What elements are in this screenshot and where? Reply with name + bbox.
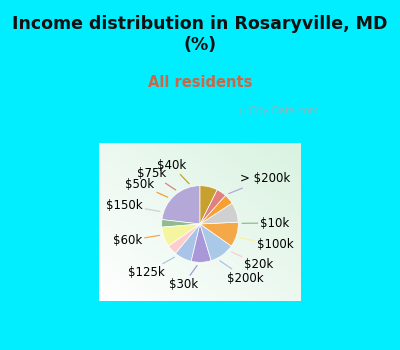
Text: $75k: $75k [137,167,176,190]
Wedge shape [200,195,232,224]
Wedge shape [162,186,200,224]
Text: $150k: $150k [106,199,160,212]
Text: $60k: $60k [113,234,160,247]
Text: All residents: All residents [148,75,252,90]
Wedge shape [200,203,238,224]
Wedge shape [169,224,200,253]
Text: ⓘ City-Data.com: ⓘ City-Data.com [240,106,318,116]
Wedge shape [200,190,226,224]
Wedge shape [162,224,200,246]
Text: $10k: $10k [242,217,290,230]
Text: $30k: $30k [169,266,198,291]
Wedge shape [176,224,200,261]
Wedge shape [200,186,217,224]
Wedge shape [200,222,238,246]
Text: $20k: $20k [232,252,274,272]
Wedge shape [200,224,231,261]
Text: > $200k: > $200k [229,172,290,194]
Wedge shape [162,219,200,227]
Text: $100k: $100k [240,238,294,251]
Text: $40k: $40k [157,159,189,184]
Wedge shape [191,224,211,262]
Text: $125k: $125k [128,257,174,279]
Text: $200k: $200k [220,261,264,285]
Text: $50k: $50k [125,178,168,197]
Text: Income distribution in Rosaryville, MD
(%): Income distribution in Rosaryville, MD (… [12,15,388,54]
